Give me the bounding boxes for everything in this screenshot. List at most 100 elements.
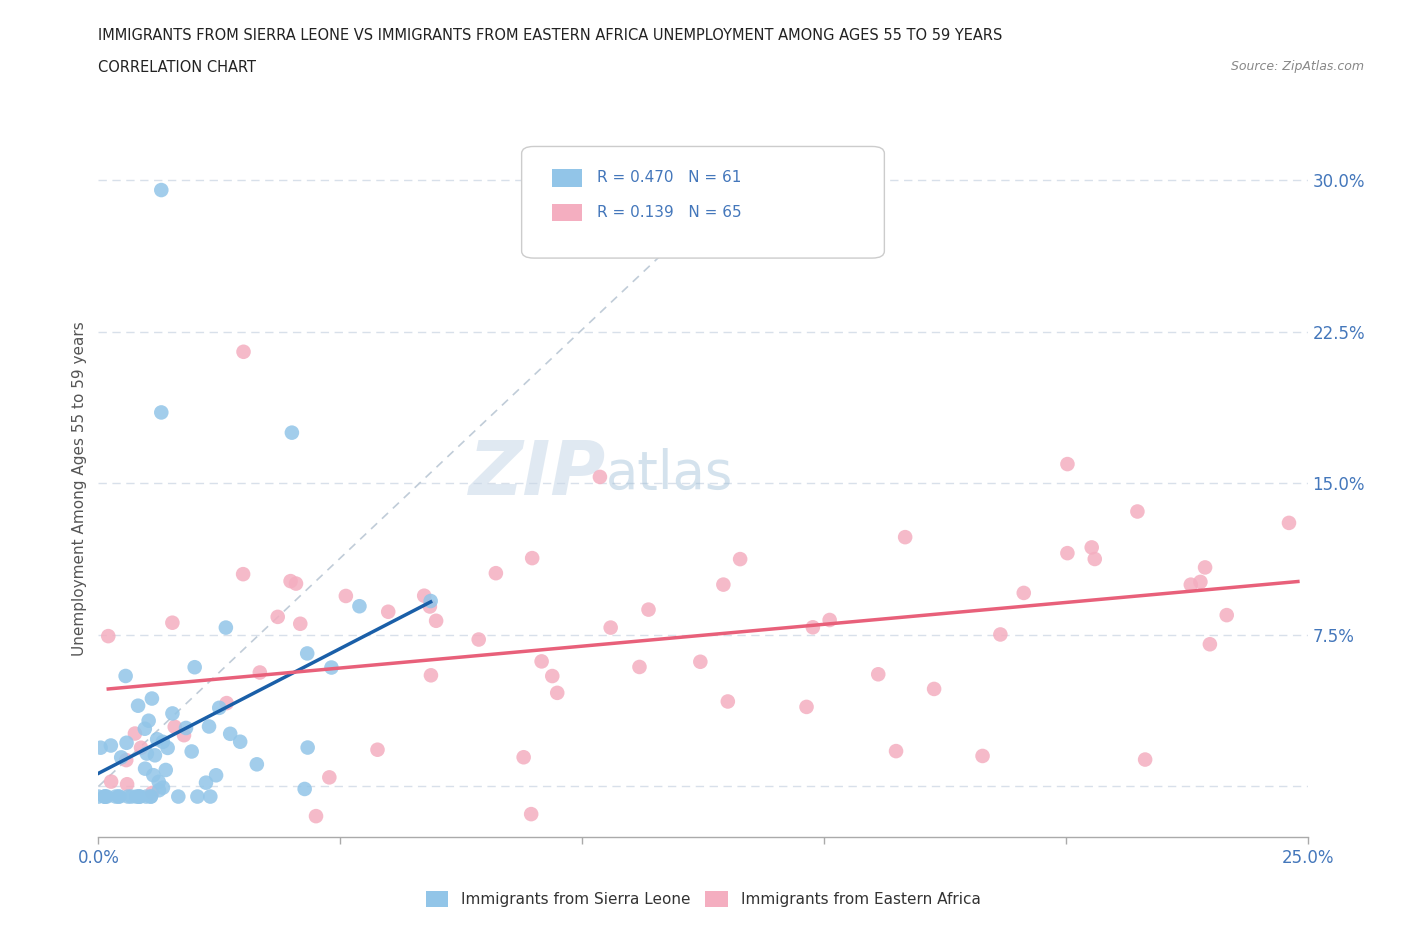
Point xyxy=(219,726,242,741)
Point xyxy=(97,629,120,644)
Point xyxy=(135,790,157,804)
Point xyxy=(297,740,319,755)
Point xyxy=(141,691,163,706)
Point xyxy=(180,744,202,759)
Point xyxy=(1056,546,1078,561)
Point xyxy=(125,790,148,804)
Point xyxy=(467,632,489,647)
Point xyxy=(163,720,186,735)
Point xyxy=(419,593,441,608)
Point xyxy=(141,786,163,801)
Point xyxy=(114,669,136,684)
Point xyxy=(117,790,139,804)
Point xyxy=(281,425,304,440)
Point xyxy=(589,470,612,485)
Point xyxy=(818,613,841,628)
Text: ZIP: ZIP xyxy=(470,438,606,511)
Point xyxy=(152,735,174,750)
Point xyxy=(167,790,190,804)
Point xyxy=(335,589,357,604)
Point xyxy=(108,790,131,804)
Point xyxy=(290,617,312,631)
Point xyxy=(1180,578,1202,592)
Point xyxy=(1215,607,1237,622)
Point xyxy=(280,574,302,589)
Point xyxy=(135,746,157,761)
Point xyxy=(94,790,117,804)
Point xyxy=(215,696,238,711)
Point xyxy=(1084,551,1107,566)
Point xyxy=(162,706,184,721)
Point xyxy=(541,669,564,684)
Point xyxy=(485,565,508,580)
Point xyxy=(134,762,156,777)
Y-axis label: Unemployment Among Ages 55 to 59 years: Unemployment Among Ages 55 to 59 years xyxy=(72,321,87,656)
Point xyxy=(546,685,568,700)
Point xyxy=(94,790,117,804)
Point xyxy=(183,659,205,674)
Point xyxy=(425,614,447,629)
Point xyxy=(229,735,252,750)
Point xyxy=(110,750,132,764)
Point xyxy=(717,694,740,709)
Bar xyxy=(551,204,582,221)
Point xyxy=(305,809,328,824)
Point xyxy=(894,530,917,545)
Point xyxy=(530,654,553,669)
Point xyxy=(413,589,436,604)
Point xyxy=(215,620,238,635)
Point xyxy=(128,790,150,804)
Point xyxy=(420,668,443,683)
Point xyxy=(972,749,994,764)
Text: CORRELATION CHART: CORRELATION CHART xyxy=(98,60,256,75)
Text: IMMIGRANTS FROM SIERRA LEONE VS IMMIGRANTS FROM EASTERN AFRICA UNEMPLOYMENT AMON: IMMIGRANTS FROM SIERRA LEONE VS IMMIGRAN… xyxy=(98,28,1002,43)
Point xyxy=(522,551,544,565)
Text: R = 0.139   N = 65: R = 0.139 N = 65 xyxy=(596,206,741,220)
Point xyxy=(90,740,112,755)
Point xyxy=(96,790,118,804)
Point xyxy=(294,781,316,796)
Point xyxy=(129,740,152,755)
Point xyxy=(689,655,711,670)
Point xyxy=(1126,504,1149,519)
Point xyxy=(124,726,146,741)
Point xyxy=(349,599,371,614)
FancyBboxPatch shape xyxy=(522,147,884,259)
Point xyxy=(174,721,197,736)
Point xyxy=(1012,586,1035,601)
Bar xyxy=(551,169,582,187)
Point xyxy=(143,748,166,763)
Point xyxy=(100,738,122,753)
Point xyxy=(150,405,173,419)
Point xyxy=(801,620,824,635)
Point xyxy=(246,757,269,772)
Point xyxy=(868,667,890,682)
Point xyxy=(173,728,195,743)
Point xyxy=(87,790,110,804)
Point xyxy=(1080,540,1102,555)
Point xyxy=(129,790,152,804)
Point xyxy=(100,774,122,789)
Point xyxy=(520,806,543,821)
Text: R = 0.470   N = 61: R = 0.470 N = 61 xyxy=(596,170,741,185)
Point xyxy=(152,780,174,795)
Point xyxy=(107,790,129,804)
Point xyxy=(728,551,751,566)
Point xyxy=(93,790,115,804)
Point xyxy=(142,768,165,783)
Point xyxy=(711,578,734,592)
Point xyxy=(599,620,621,635)
Point xyxy=(922,682,945,697)
Point xyxy=(1189,575,1212,590)
Point xyxy=(321,660,343,675)
Point xyxy=(139,790,162,804)
Point xyxy=(884,744,907,759)
Point xyxy=(155,763,177,777)
Point xyxy=(249,665,271,680)
Point xyxy=(128,790,150,804)
Point xyxy=(512,750,534,764)
Point xyxy=(115,752,138,767)
Point xyxy=(138,713,160,728)
Point xyxy=(419,599,441,614)
Point xyxy=(297,646,319,661)
